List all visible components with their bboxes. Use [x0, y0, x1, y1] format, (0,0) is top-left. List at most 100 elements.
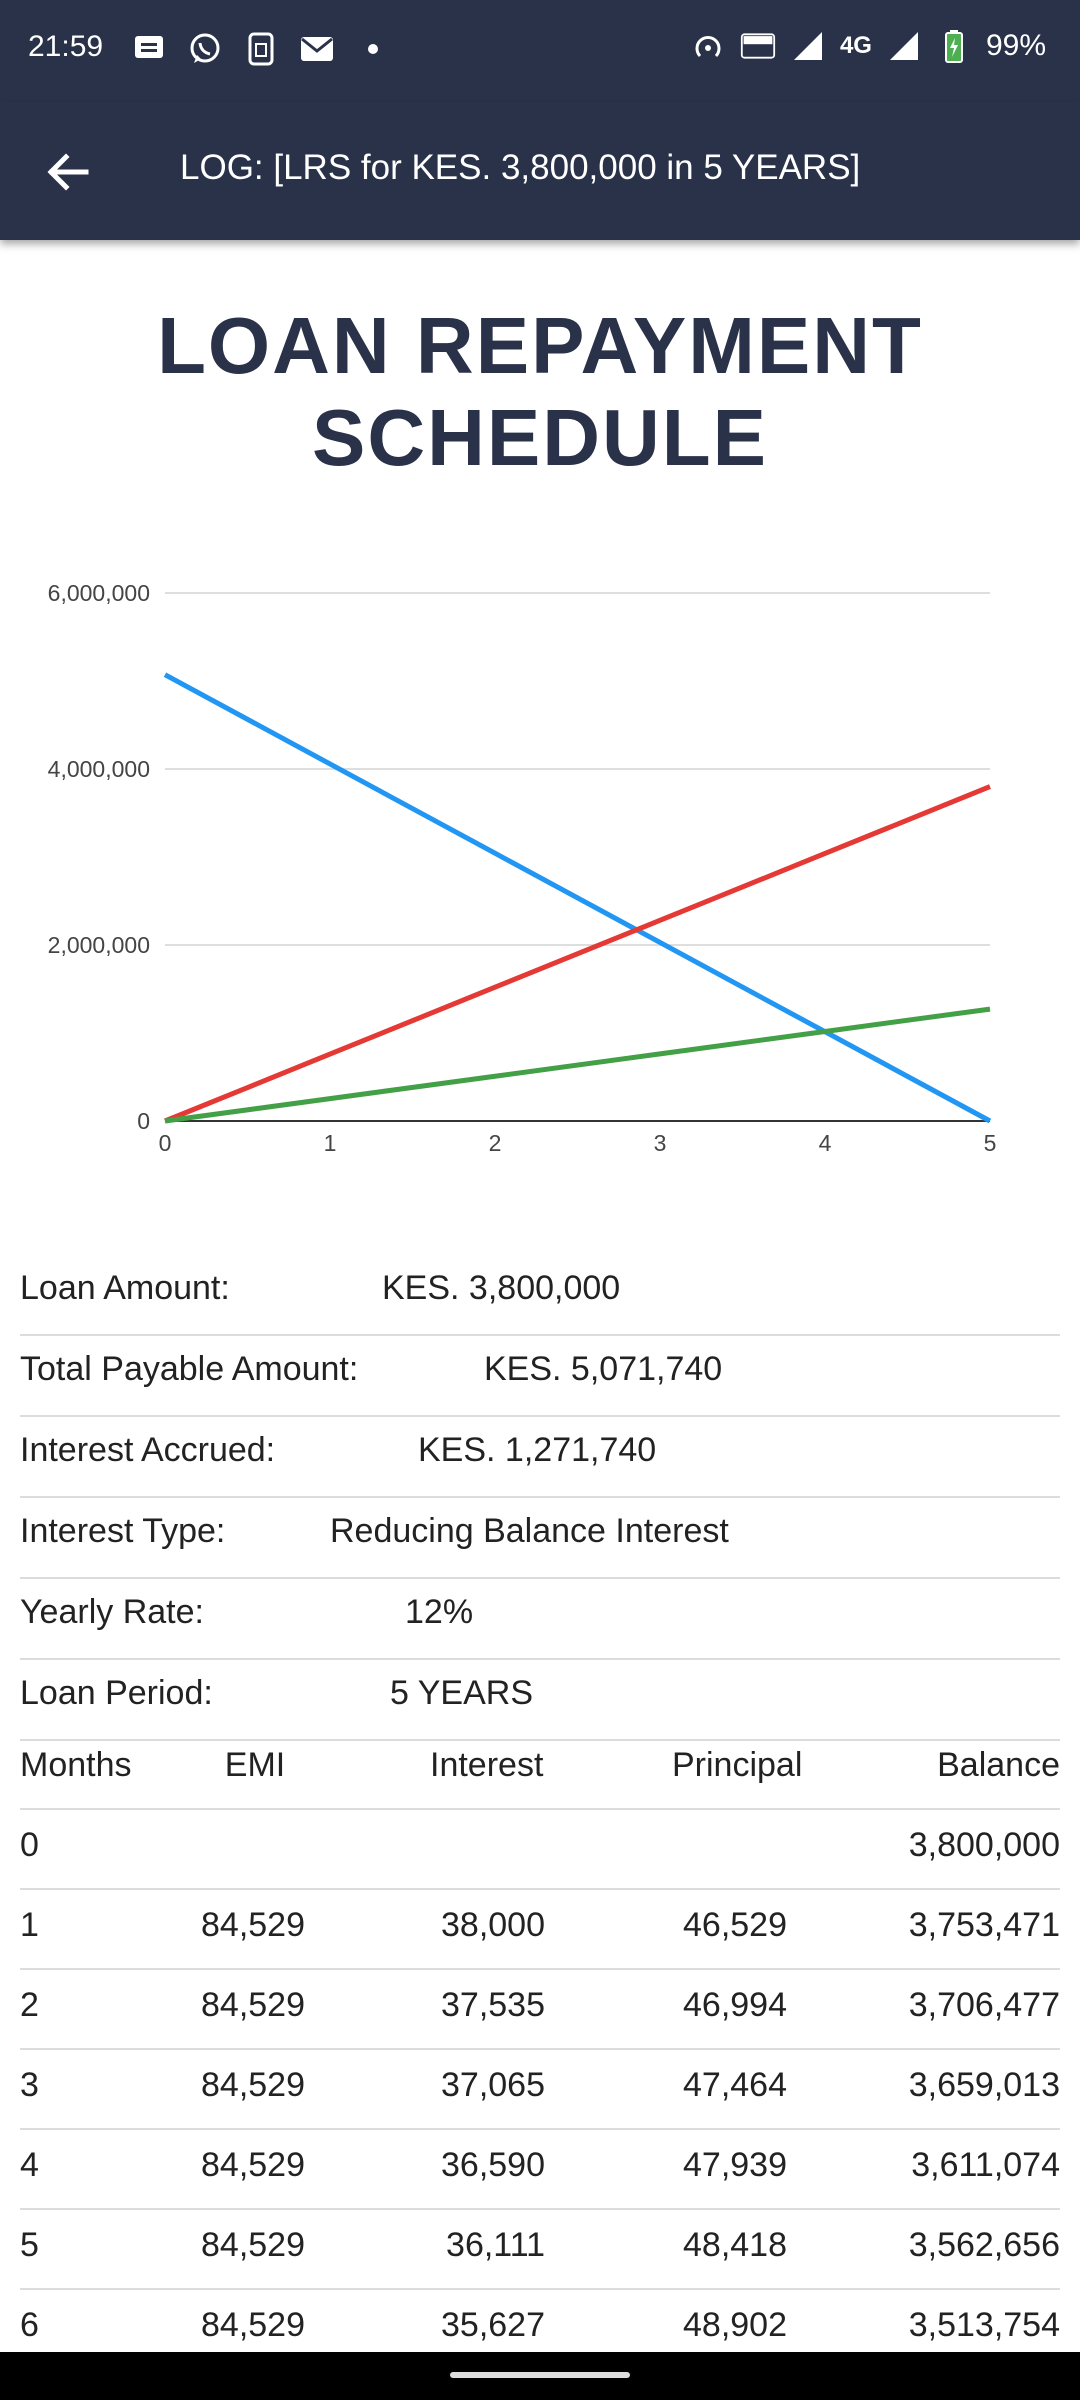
app-bar: LOG: [LRS for KES. 3,800,000 in 5 YEARS] — [0, 102, 1080, 240]
y-tick-label: 0 — [137, 1108, 150, 1134]
repayment-chart: 0 2,000,000 4,000,000 6,000,000 0 1 2 3 4 5 — [48, 580, 997, 1156]
summary-label: Interest Type: — [20, 1512, 226, 1550]
cell-balance: 3,659,013 — [908, 2066, 1060, 2104]
cell-principal: 47,464 — [683, 2066, 787, 2104]
cell-interest: 36,111 — [446, 2226, 545, 2264]
summary-value: 5 YEARS — [390, 1674, 534, 1712]
x-tick-label: 1 — [324, 1130, 337, 1156]
sim-icon — [242, 30, 280, 68]
network-type: 4G — [839, 32, 872, 59]
cell-balance: 3,753,471 — [908, 1906, 1060, 1944]
system-nav-bar — [0, 2352, 1080, 2400]
summary-label: Loan Period: — [20, 1674, 213, 1712]
summary-value: KES. 5,071,740 — [484, 1350, 723, 1388]
summary-row-yearly-rate: Yearly Rate: 12% — [20, 1579, 1060, 1660]
header-balance: Balance — [937, 1746, 1060, 1784]
summary-label: Interest Accrued: — [20, 1431, 276, 1469]
summary-value: 12% — [405, 1593, 474, 1631]
summary-row-interest-type: Interest Type: Reducing Balance Interest — [20, 1498, 1060, 1579]
app-title: LOG: [LRS for KES. 3,800,000 in 5 YEARS] — [180, 148, 861, 187]
summary-row-total-payable: Total Payable Amount: KES. 5,071,740 — [20, 1336, 1060, 1417]
summary-value: KES. 3,800,000 — [382, 1269, 621, 1307]
y-tick-label: 6,000,000 — [48, 580, 150, 606]
y-tick-label: 2,000,000 — [48, 932, 150, 958]
arrow-left-icon — [47, 153, 89, 191]
cell-balance: 3,562,656 — [908, 2226, 1060, 2264]
cell-emi: 84,529 — [201, 2146, 305, 2184]
cell-month: 3 — [20, 2066, 39, 2104]
cell-month: 0 — [20, 1826, 39, 1864]
table-row: 6 84,529 35,627 48,902 3,513,754 — [20, 2290, 1060, 2370]
cell-month: 2 — [20, 1986, 39, 2024]
summary-row-loan-amount: Loan Amount: KES. 3,800,000 — [20, 1255, 1060, 1336]
battery-percent: 99% — [985, 29, 1046, 62]
cell-balance: 3,513,754 — [908, 2306, 1060, 2344]
x-tick-label: 2 — [489, 1130, 502, 1156]
cell-emi: 84,529 — [201, 1906, 305, 1944]
schedule-table: Months EMI Interest Principal Balance 0 … — [20, 1730, 1060, 2370]
series-line-2 — [164, 1006, 991, 1124]
home-gesture-handle[interactable] — [450, 2372, 630, 2378]
x-tick-label: 3 — [654, 1130, 667, 1156]
cell-emi: 84,529 — [201, 1986, 305, 2024]
table-row: 3 84,529 37,065 47,464 3,659,013 — [20, 2050, 1060, 2130]
battery-icon — [936, 28, 972, 64]
mail-icon — [298, 30, 336, 68]
cell-principal: 48,418 — [683, 2226, 787, 2264]
volte-icon — [740, 28, 776, 64]
table-row: 2 84,529 37,535 46,994 3,706,477 — [20, 1970, 1060, 2050]
cell-balance: 3,800,000 — [908, 1826, 1060, 1864]
notification-icons — [130, 30, 392, 68]
x-tick-label: 5 — [984, 1130, 997, 1156]
message-icon — [130, 30, 168, 68]
cell-emi: 84,529 — [201, 2066, 305, 2104]
cell-interest: 38,000 — [441, 1906, 545, 1944]
header-interest: Interest — [430, 1746, 544, 1784]
cell-principal: 47,939 — [683, 2146, 787, 2184]
cell-principal: 46,529 — [683, 1906, 787, 1944]
summary-value: Reducing Balance Interest — [330, 1512, 729, 1550]
cell-interest: 37,065 — [441, 2066, 545, 2104]
system-status-icons: 4G 99% — [690, 28, 1046, 64]
whatsapp-icon — [186, 30, 224, 68]
cell-principal: 46,994 — [683, 1986, 787, 2024]
table-header: Months EMI Interest Principal Balance — [20, 1730, 1060, 1810]
cell-emi: 84,529 — [201, 2226, 305, 2264]
signal-icon — [790, 28, 826, 64]
series-line-1 — [164, 784, 991, 1124]
cell-interest: 35,627 — [441, 2306, 545, 2344]
summary-row-loan-period: Loan Period: 5 YEARS — [20, 1660, 1060, 1741]
summary-label: Yearly Rate: — [20, 1593, 204, 1631]
page-title-line1: LOAN REPAYMENT — [157, 301, 923, 390]
hotspot-icon — [690, 28, 726, 64]
table-row: 0 3,800,000 — [20, 1810, 1060, 1890]
summary-row-interest-accrued: Interest Accrued: KES. 1,271,740 — [20, 1417, 1060, 1498]
cell-month: 5 — [20, 2226, 39, 2264]
cell-balance: 3,611,074 — [911, 2146, 1060, 2184]
page-title: LOAN REPAYMENT SCHEDULE — [0, 300, 1080, 484]
cell-interest: 37,535 — [441, 1986, 545, 2024]
page-title-line2: SCHEDULE — [311, 393, 769, 482]
cell-month: 4 — [20, 2146, 39, 2184]
table-row: 4 84,529 36,590 47,939 3,611,074 — [20, 2130, 1060, 2210]
cell-balance: 3,706,477 — [908, 1986, 1060, 2024]
signal-icon — [886, 28, 922, 64]
y-tick-label: 4,000,000 — [48, 756, 150, 782]
cell-principal: 48,902 — [683, 2306, 787, 2344]
table-row: 5 84,529 36,111 48,418 3,562,656 — [20, 2210, 1060, 2290]
summary-label: Loan Amount: — [20, 1269, 230, 1307]
table-row: 1 84,529 38,000 46,529 3,753,471 — [20, 1890, 1060, 1970]
back-button[interactable] — [36, 140, 100, 204]
cell-month: 1 — [20, 1906, 39, 1944]
status-time: 21:59 — [28, 30, 104, 63]
status-bar: 21:59 4G 99% — [0, 0, 1080, 102]
summary-value: KES. 1,271,740 — [418, 1431, 657, 1469]
cell-emi: 84,529 — [201, 2306, 305, 2344]
x-tick-label: 0 — [159, 1130, 172, 1156]
cell-interest: 36,590 — [441, 2146, 545, 2184]
header-principal: Principal — [672, 1746, 803, 1784]
dot-icon — [354, 30, 392, 68]
header-months: Months — [20, 1746, 132, 1784]
x-tick-label: 4 — [819, 1130, 832, 1156]
summary-label: Total Payable Amount: — [20, 1350, 359, 1388]
